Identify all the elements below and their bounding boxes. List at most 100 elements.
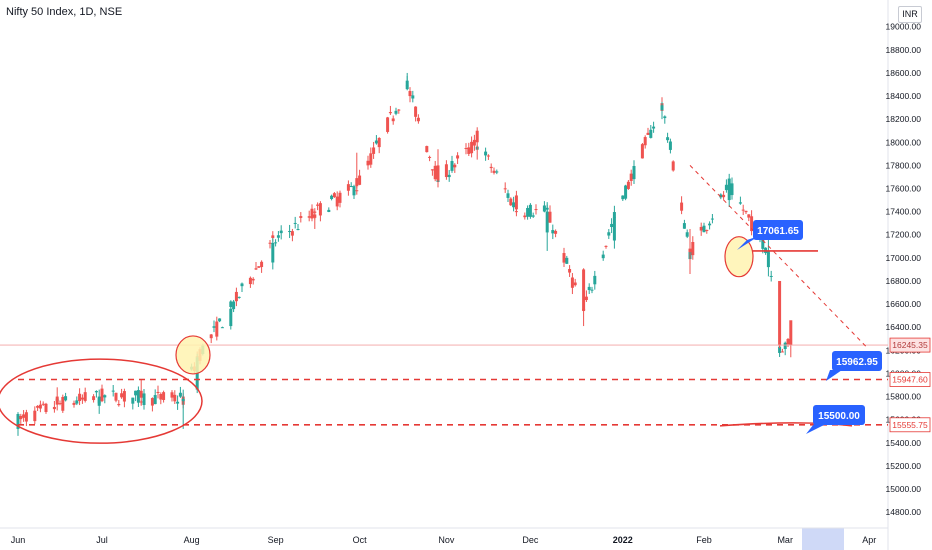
candle-body [307, 216, 311, 218]
axis-price-label-box [889, 372, 931, 387]
time-tick-label: Oct [353, 535, 368, 545]
candle [209, 333, 213, 344]
candle-body [612, 217, 616, 241]
candle-body [601, 254, 605, 259]
candle [425, 145, 429, 153]
candle-body [248, 277, 252, 285]
candle-body [212, 326, 216, 328]
candle-body [232, 301, 236, 310]
candle-body [573, 282, 577, 286]
candle [708, 221, 712, 230]
candle [218, 318, 222, 323]
candle [122, 388, 126, 408]
candle [526, 205, 530, 220]
candle [229, 300, 233, 330]
candle [386, 116, 390, 134]
candle [769, 270, 773, 282]
time-axis: Jun Jul Aug Sep Oct Nov Dec 2022 Feb Mar Apr [11, 535, 876, 545]
candle-body [296, 229, 300, 231]
candle [607, 229, 611, 239]
candle [349, 182, 353, 188]
candle-body [470, 141, 474, 154]
candle-body [425, 146, 429, 153]
candle [117, 400, 121, 407]
candle [702, 222, 706, 233]
candle-body [97, 396, 101, 406]
price-axis: 14800.0015000.0015200.0015400.0015600.00… [886, 22, 931, 517]
candle [150, 397, 154, 412]
candle [668, 138, 672, 154]
candle-body [607, 232, 611, 236]
candle [514, 190, 518, 217]
candle-body [209, 334, 213, 339]
candle [430, 169, 434, 176]
candle-body [220, 327, 224, 329]
candle-body [229, 308, 233, 327]
candle [299, 212, 303, 223]
candle-body [590, 289, 594, 291]
candle [680, 196, 684, 215]
candle-body [744, 210, 748, 213]
candle-body [19, 415, 23, 420]
candle-body [506, 193, 510, 198]
candle-body [783, 342, 787, 350]
candle-body [122, 391, 126, 402]
candle [612, 213, 616, 249]
candle-body [640, 144, 644, 159]
candle-body [271, 242, 275, 263]
candle [610, 218, 614, 234]
candle-body [83, 392, 87, 401]
currency-button[interactable]: INR [898, 6, 922, 23]
candle [240, 282, 244, 293]
candle-body [453, 164, 457, 168]
candle [663, 115, 667, 124]
candle-body [769, 275, 773, 277]
candle-body [279, 230, 283, 234]
candle [531, 212, 535, 218]
price-tick-label: 18000.00 [886, 137, 922, 147]
candle-body [103, 395, 107, 398]
candle [52, 401, 56, 413]
candle-body [428, 156, 432, 158]
candle [593, 270, 597, 290]
candle-body [475, 130, 479, 143]
candle-body [176, 401, 180, 404]
candle [220, 326, 224, 329]
candle-body [554, 230, 558, 234]
candle-body [41, 403, 45, 405]
candle [722, 191, 726, 200]
candle-body [708, 223, 712, 226]
candle [178, 386, 182, 398]
axis-price-label-text: 15555.75 [892, 420, 928, 430]
candle [789, 320, 793, 358]
candle [750, 210, 754, 236]
candle-body [778, 346, 782, 353]
candle [626, 180, 630, 190]
breakdown-highlight-circle [724, 236, 754, 278]
price-tick-label: 16600.00 [886, 299, 922, 309]
candle [61, 394, 65, 413]
candle [72, 400, 76, 408]
candle [215, 316, 219, 341]
candle-body [52, 406, 56, 410]
candle-body [61, 396, 65, 411]
plot-area [0, 0, 888, 528]
candle [699, 222, 703, 236]
candle [293, 216, 297, 229]
candle-body [358, 175, 362, 185]
candle [783, 341, 787, 356]
candle [327, 207, 331, 213]
candle [44, 402, 48, 414]
time-tick-label: Dec [522, 535, 539, 545]
candle-body [584, 296, 588, 301]
candle-body [542, 205, 546, 212]
candle [780, 348, 784, 353]
candle [92, 394, 96, 403]
candle [778, 280, 782, 349]
candle-body [643, 137, 647, 146]
time-tick-label: Nov [438, 535, 455, 545]
axis-price-label-text: 16245.35 [892, 340, 928, 350]
candle-body [626, 181, 630, 189]
candle [509, 197, 513, 206]
